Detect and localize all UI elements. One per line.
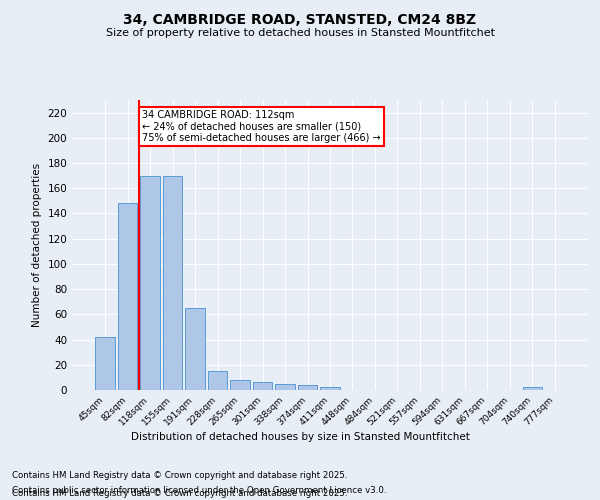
Bar bbox=[523, 388, 542, 390]
Bar bbox=[253, 382, 272, 390]
Bar bbox=[95, 337, 115, 390]
Bar bbox=[298, 385, 317, 390]
Text: Distribution of detached houses by size in Stansted Mountfitchet: Distribution of detached houses by size … bbox=[131, 432, 469, 442]
Text: Contains HM Land Registry data © Crown copyright and database right 2025.: Contains HM Land Registry data © Crown c… bbox=[12, 488, 347, 498]
Bar bbox=[185, 308, 205, 390]
Bar bbox=[320, 388, 340, 390]
Text: Contains HM Land Registry data © Crown copyright and database right 2025.: Contains HM Land Registry data © Crown c… bbox=[12, 471, 347, 480]
Text: 34, CAMBRIDGE ROAD, STANSTED, CM24 8BZ: 34, CAMBRIDGE ROAD, STANSTED, CM24 8BZ bbox=[124, 12, 476, 26]
Text: Size of property relative to detached houses in Stansted Mountfitchet: Size of property relative to detached ho… bbox=[106, 28, 494, 38]
Text: Contains public sector information licensed under the Open Government Licence v3: Contains public sector information licen… bbox=[12, 486, 386, 495]
Y-axis label: Number of detached properties: Number of detached properties bbox=[32, 163, 42, 327]
Bar bbox=[230, 380, 250, 390]
Bar bbox=[208, 371, 227, 390]
Bar bbox=[275, 384, 295, 390]
Text: 34 CAMBRIDGE ROAD: 112sqm
← 24% of detached houses are smaller (150)
75% of semi: 34 CAMBRIDGE ROAD: 112sqm ← 24% of detac… bbox=[142, 110, 381, 144]
Bar bbox=[163, 176, 182, 390]
Bar bbox=[118, 204, 137, 390]
Bar bbox=[140, 176, 160, 390]
